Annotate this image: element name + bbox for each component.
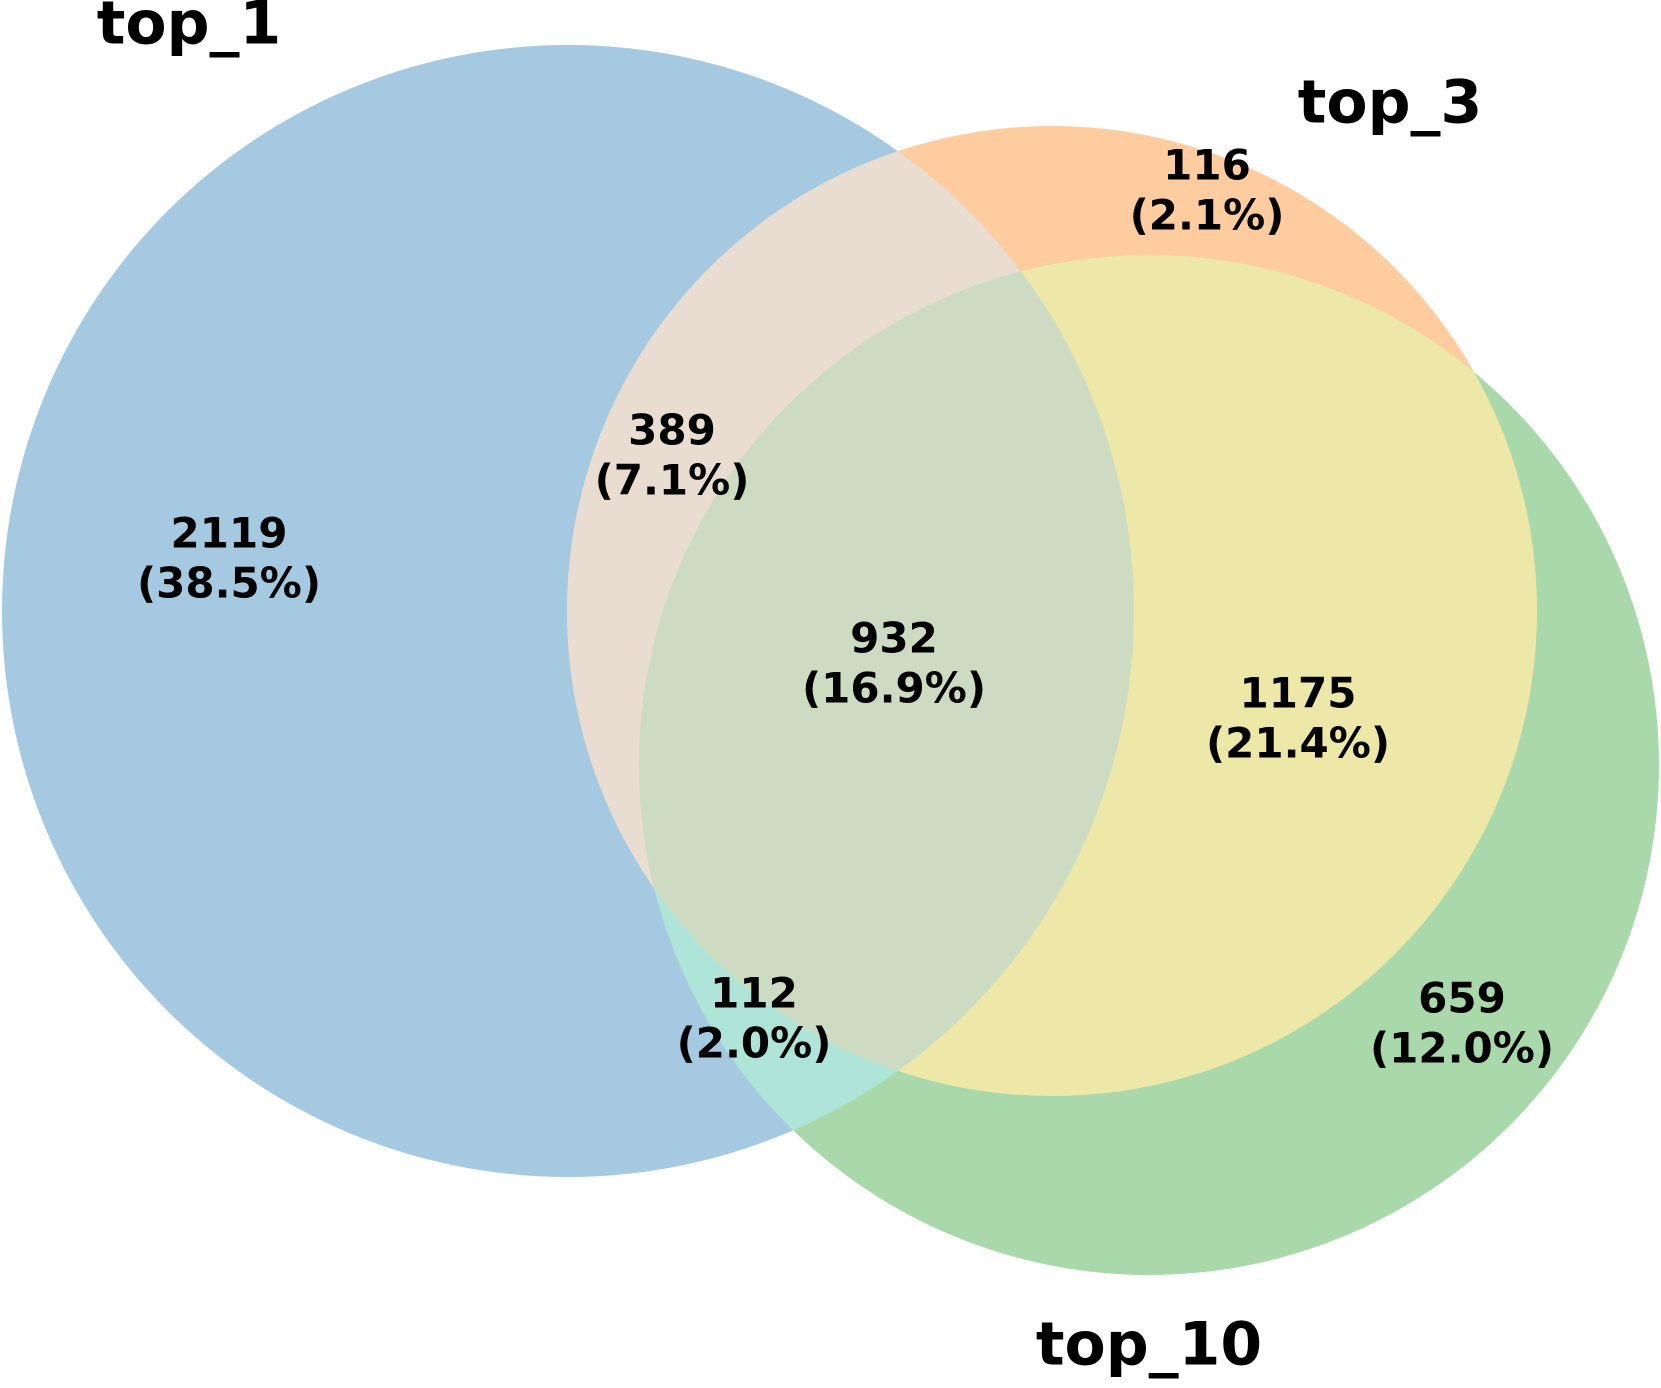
- region-percent: (21.4%): [1206, 719, 1390, 768]
- region-count: 932: [850, 614, 938, 663]
- region-count: 389: [628, 406, 716, 455]
- set-label: top_1: [97, 0, 282, 59]
- region-percent: (2.1%): [1130, 191, 1285, 240]
- set-label: top_10: [1036, 1310, 1262, 1380]
- region-count: 112: [710, 969, 798, 1018]
- region-percent: (16.9%): [802, 664, 986, 713]
- region-percent: (2.0%): [677, 1019, 832, 1068]
- venn-shapes: [2, 45, 1659, 1275]
- region-percent: (38.5%): [137, 559, 321, 608]
- region-count: 1175: [1240, 669, 1357, 718]
- triple-overlap: [639, 255, 1134, 1096]
- region-percent: (12.0%): [1370, 1024, 1554, 1073]
- overlap-region: [639, 255, 1134, 1096]
- region-count: 659: [1418, 974, 1506, 1023]
- region-count: 2119: [171, 509, 288, 558]
- region-percent: (7.1%): [595, 456, 750, 505]
- region-count: 116: [1163, 141, 1251, 190]
- set-label: top_3: [1298, 68, 1483, 138]
